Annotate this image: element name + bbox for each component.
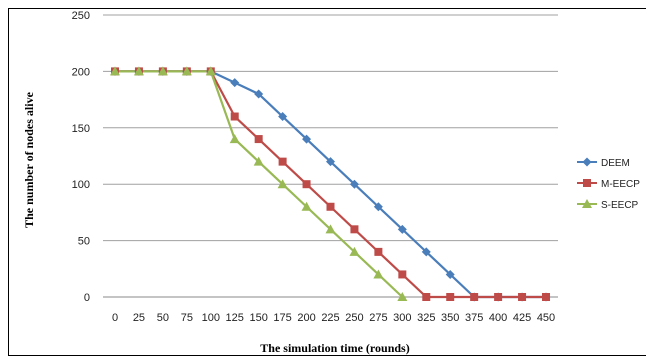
marker-m-eecp-125	[230, 112, 239, 121]
x-tick-375: 375	[465, 312, 483, 324]
marker-m-eecp-450	[542, 293, 550, 301]
x-tick-100: 100	[202, 312, 220, 324]
marker-s-eecp-75	[181, 66, 192, 76]
y-tick-100: 100	[72, 179, 90, 191]
x-tick-275: 275	[369, 312, 387, 324]
legend: DEEM M-EECP S-EECP	[577, 157, 640, 211]
marker-m-eecp-250	[350, 225, 359, 234]
marker-m-eecp-350	[446, 293, 455, 301]
x-axis-label: The simulation time (rounds)	[260, 341, 409, 355]
gridlines	[103, 14, 558, 298]
x-tick-200: 200	[297, 312, 315, 324]
legend-label-deem: DEEM	[601, 158, 630, 169]
marker-deem-175	[278, 112, 288, 122]
x-tick-150: 150	[249, 312, 267, 324]
marker-deem-250	[349, 179, 359, 189]
y-tick-200: 200	[72, 66, 90, 78]
x-tick-225: 225	[321, 312, 339, 324]
marker-s-eecp-300	[397, 292, 408, 301]
marker-m-eecp-425	[518, 293, 527, 301]
marker-s-eecp-250	[349, 246, 360, 256]
marker-m-eecp-375	[470, 293, 479, 301]
marker-m-eecp-200	[302, 180, 311, 189]
x-tick-0: 0	[112, 312, 118, 324]
marker-m-eecp-150	[254, 135, 263, 144]
y-tick-250: 250	[72, 10, 90, 22]
marker-s-eecp-275	[373, 269, 384, 279]
chart-frame	[8, 8, 646, 356]
marker-m-eecp-275	[374, 247, 383, 256]
marker-s-eecp-175	[277, 179, 288, 189]
marker-s-eecp-200	[301, 201, 312, 211]
marker-s-eecp-25	[133, 66, 144, 76]
marker-deem-325	[421, 247, 431, 257]
x-tick-250: 250	[345, 312, 363, 324]
marker-m-eecp-325	[422, 293, 431, 301]
x-tick-325: 325	[417, 312, 435, 324]
marker-s-eecp-225	[325, 224, 336, 234]
x-tick-300: 300	[393, 312, 411, 324]
marker-deem-150	[254, 89, 264, 99]
marker-deem-125	[230, 78, 240, 88]
legend-label-s-eecp: S-EECP	[601, 200, 639, 211]
marker-s-eecp-125	[229, 134, 240, 144]
x-tick-125: 125	[226, 312, 244, 324]
marker-deem-225	[326, 157, 335, 167]
x-tick-450: 450	[537, 312, 555, 324]
marker-deem-275	[373, 202, 383, 212]
marker-m-eecp-225	[326, 202, 335, 211]
legend-marker-m-eecp	[583, 179, 591, 187]
marker-m-eecp-400	[494, 293, 503, 301]
legend-marker-deem	[582, 157, 592, 167]
legend-label-m-eecp: M-EECP	[601, 179, 640, 190]
x-tick-50: 50	[157, 312, 169, 324]
marker-m-eecp-300	[398, 270, 407, 279]
y-axis-label: The number of nodes alive	[22, 91, 36, 227]
marker-m-eecp-175	[278, 157, 287, 166]
marker-s-eecp-50	[157, 66, 168, 76]
marker-s-eecp-100	[205, 66, 216, 76]
x-tick-400: 400	[489, 312, 507, 324]
marker-s-eecp-150	[253, 156, 264, 166]
marker-deem-200	[302, 134, 312, 144]
y-tick-labels: 0 50 100 150 200 250	[72, 10, 90, 304]
x-tick-labels: 0 25 50 75 100 125 150 175 200 225 250 275 300 325 350…	[112, 312, 555, 324]
x-tick-175: 175	[273, 312, 291, 324]
y-tick-150: 150	[72, 123, 90, 135]
marker-deem-350	[445, 269, 455, 279]
marker-deem-300	[397, 224, 407, 234]
series-markers	[110, 66, 551, 302]
x-tick-25: 25	[133, 312, 145, 324]
x-tick-75: 75	[181, 312, 193, 324]
x-tick-350: 350	[441, 312, 459, 324]
y-tick-50: 50	[78, 236, 90, 248]
x-tick-425: 425	[513, 312, 531, 324]
legend-marker-s-eecp	[582, 199, 592, 208]
marker-s-eecp-0	[110, 66, 120, 76]
y-tick-0: 0	[84, 292, 90, 304]
